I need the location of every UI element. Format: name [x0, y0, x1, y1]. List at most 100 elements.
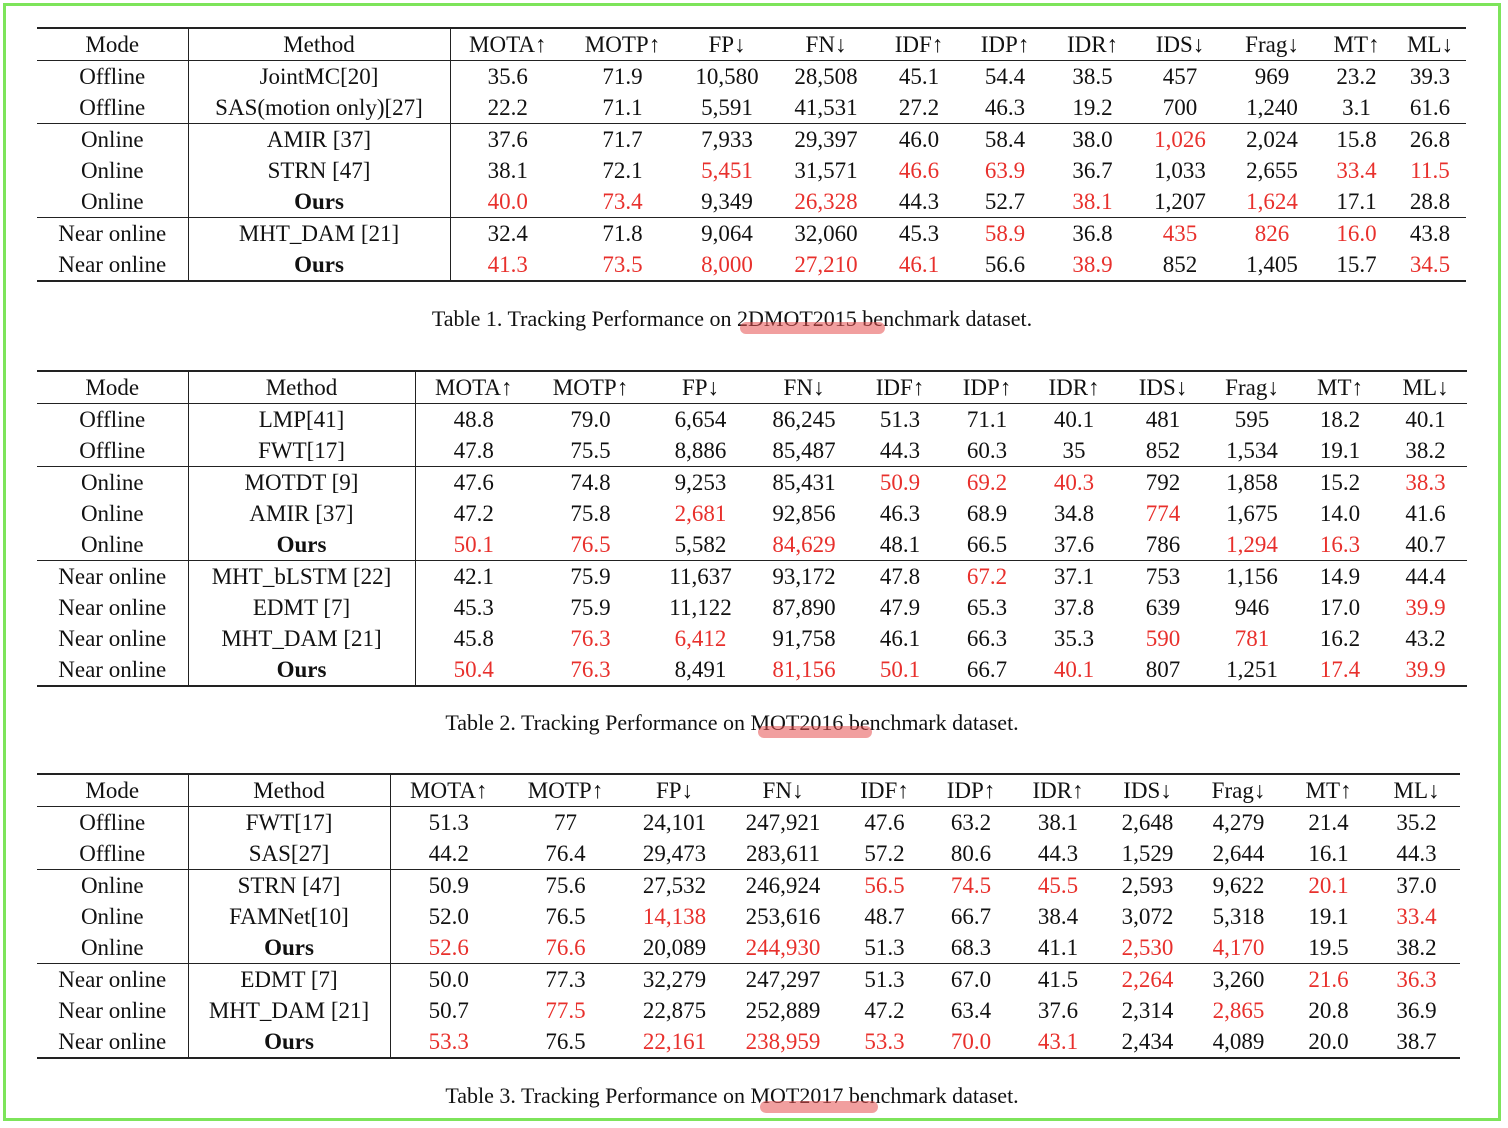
cell-motp: 77.3 — [545, 967, 586, 992]
cell-fp: 11,637 — [669, 564, 732, 589]
cell-mode: Online — [37, 186, 189, 218]
cell-ml: 40.1 — [1405, 407, 1446, 432]
table-row: Offline JointMC[20] 35.6 71.9 10,580 28,508 45… — [37, 60, 1466, 92]
cell-motp: 76.5 — [570, 532, 611, 557]
cell-idr: 38.9 — [1072, 252, 1113, 277]
cell-mota: 44.2 — [428, 841, 469, 866]
table-header-row: Mode Method MOTA↑ MOTP↑ FP↓ FN↓ IDF↑ IDP↑ IDR↑ ID… — [37, 774, 1460, 807]
cell-idf: 46.1 — [898, 252, 940, 277]
cell-method: SAS[27] — [188, 838, 391, 870]
cell-idp: 66.5 — [966, 532, 1008, 557]
cell-mota: 41.3 — [487, 252, 528, 277]
cell-fp: 8,886 — [674, 438, 727, 463]
cell-method: FWT[17] — [188, 806, 391, 838]
cell-motp: 76.5 — [545, 904, 586, 929]
cell-frag: 9,622 — [1212, 873, 1265, 898]
cell-mode: Offline — [37, 806, 189, 838]
cell-idf: 45.3 — [898, 221, 940, 246]
cell-idp: 74.5 — [950, 873, 992, 898]
cell-motp: 71.7 — [602, 127, 643, 152]
cell-idf: 44.3 — [898, 189, 940, 214]
table-mot2017: Mode Method MOTA↑ MOTP↑ FP↓ FN↓ IDF↑ IDP↑ IDR↑ ID… — [37, 773, 1460, 1059]
cell-idf: 48.1 — [879, 532, 921, 557]
cell-mode: Online — [37, 498, 189, 529]
cell-mt: 15.2 — [1319, 470, 1361, 495]
cell-fn: 85,431 — [772, 470, 836, 495]
cell-method: STRN [47] — [188, 155, 451, 186]
column-header-idf: IDF↑ — [894, 32, 944, 57]
cell-idr: 34.8 — [1053, 501, 1095, 526]
cell-method: Ours — [188, 186, 451, 218]
cell-mota: 50.4 — [453, 657, 494, 682]
cell-ml: 61.6 — [1409, 95, 1451, 120]
cell-ids: 3,072 — [1121, 904, 1174, 929]
cell-fn: 26,328 — [794, 189, 858, 214]
cell-motp: 71.1 — [602, 95, 643, 120]
cell-mota: 51.3 — [428, 810, 469, 835]
cell-frag: 1,405 — [1246, 252, 1298, 277]
cell-motp: 75.5 — [570, 438, 611, 463]
cell-method: Ours — [188, 932, 391, 964]
cell-method: MHT_bLSTM [22] — [188, 560, 416, 592]
column-header-motp: MOTP↑ — [527, 778, 604, 803]
cell-method: JointMC[20] — [188, 60, 451, 92]
column-header-method: Method — [188, 774, 391, 807]
row-group: Near online MHT_bLSTM [22] 42.1 75.9 11,637 9… — [37, 560, 1467, 686]
cell-mode: Near online — [37, 654, 189, 686]
cell-ids: 1,207 — [1154, 189, 1206, 214]
cell-fp: 8,000 — [701, 252, 753, 277]
cell-motp: 76.6 — [545, 935, 586, 960]
cell-frag: 2,865 — [1212, 998, 1265, 1023]
column-header-fp: FP↓ — [655, 778, 694, 803]
cell-method: LMP[41] — [188, 403, 416, 435]
cell-ml: 43.8 — [1409, 221, 1451, 246]
cell-idr: 35.3 — [1053, 626, 1095, 651]
cell-mt: 19.1 — [1308, 904, 1349, 929]
cell-mt: 14.9 — [1319, 564, 1361, 589]
cell-ml: 11.5 — [1410, 158, 1450, 183]
cell-idr: 45.5 — [1037, 873, 1079, 898]
cell-mota: 47.2 — [453, 501, 494, 526]
cell-idf: 46.1 — [879, 626, 921, 651]
cell-method: Ours — [188, 529, 416, 561]
column-header-ids: IDS↓ — [1155, 32, 1205, 57]
cell-fp: 8,491 — [674, 657, 727, 682]
cell-mt: 20.1 — [1308, 873, 1349, 898]
cell-ids: 807 — [1145, 657, 1181, 682]
cell-mota: 47.8 — [453, 438, 494, 463]
column-header-frag: Frag↓ — [1211, 778, 1266, 803]
table-2dmot2015: Mode Method MOTA↑ MOTP↑ FP↓ FN↓ IDF↑ IDP↑ IDR↑ ID… — [37, 27, 1466, 282]
cell-frag: 3,260 — [1212, 967, 1265, 992]
table-row: Online FAMNet[10] 52.0 76.5 14,138 253,616 48.… — [37, 901, 1460, 932]
cell-frag: 1,858 — [1226, 470, 1278, 495]
cell-idf: 47.8 — [879, 564, 921, 589]
column-header-ml: ML↓ — [1393, 778, 1440, 803]
cell-mode: Offline — [37, 60, 189, 92]
cell-mt: 18.2 — [1319, 407, 1361, 432]
column-header-fn: FN↓ — [805, 32, 847, 57]
table-row: Near online Ours 50.4 76.3 8,491 81,156 50.1 66… — [37, 654, 1467, 686]
cell-frag: 826 — [1254, 221, 1290, 246]
cell-fp: 9,349 — [701, 189, 753, 214]
cell-mota: 47.6 — [453, 470, 494, 495]
cell-frag: 4,089 — [1212, 1029, 1265, 1054]
table-row: Online Ours 40.0 73.4 9,349 26,328 44.3 52.7 38.… — [37, 186, 1466, 218]
table-header-row: Mode Method MOTA↑ MOTP↑ FP↓ FN↓ IDF↑ IDP↑ IDR↑ ID… — [37, 371, 1467, 404]
cell-mota: 50.1 — [453, 532, 494, 557]
cell-idp: 54.4 — [984, 64, 1026, 89]
cell-mode: Online — [37, 901, 189, 932]
cell-fn: 87,890 — [772, 595, 836, 620]
cell-idr: 40.1 — [1053, 407, 1095, 432]
cell-idr: 19.2 — [1072, 95, 1113, 120]
column-header-fn: FN↓ — [762, 778, 804, 803]
cell-idp: 56.6 — [984, 252, 1026, 277]
cell-fp: 10,580 — [695, 64, 759, 89]
cell-ml: 39.3 — [1409, 64, 1451, 89]
cell-fn: 32,060 — [794, 221, 858, 246]
table-row: Online AMIR [37] 47.2 75.8 2,681 92,856 46.3 68… — [37, 498, 1467, 529]
cell-idr: 37.8 — [1053, 595, 1095, 620]
cell-mode: Online — [37, 529, 189, 561]
cell-idr: 36.7 — [1072, 158, 1113, 183]
table-header-row: Mode Method MOTA↑ MOTP↑ FP↓ FN↓ IDF↑ IDP↑ IDR↑ ID… — [37, 28, 1466, 61]
cell-idr: 38.0 — [1072, 127, 1113, 152]
